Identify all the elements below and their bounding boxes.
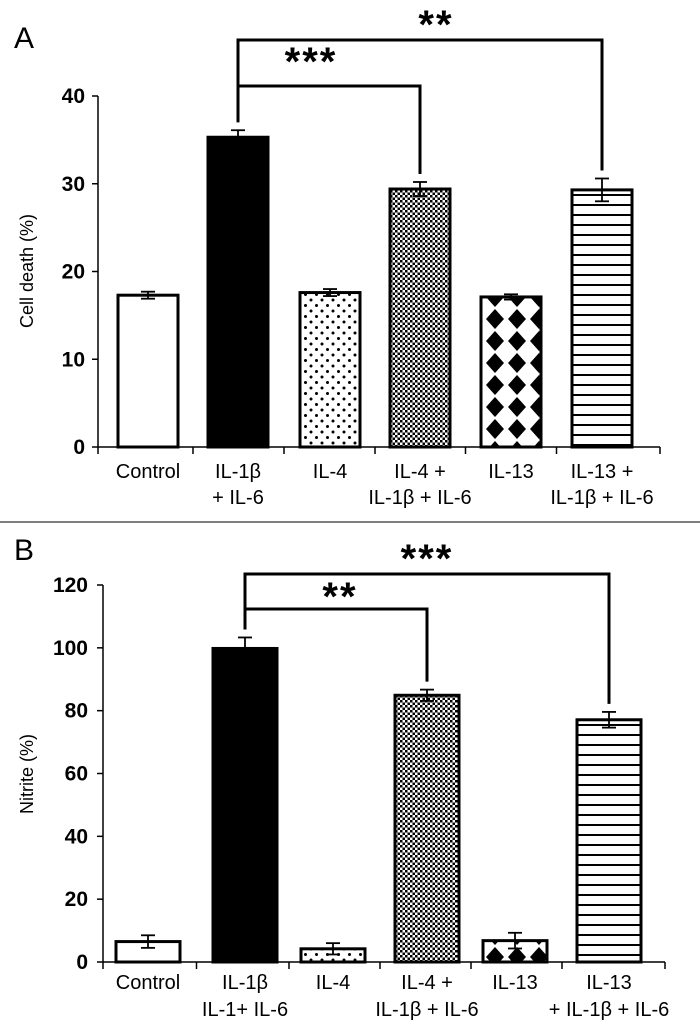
y-tick-label: 20 [62, 261, 85, 284]
significance-label: ** [322, 575, 357, 619]
x-category-label: + IL-6 [212, 487, 264, 509]
y-tick-label: 10 [62, 348, 85, 371]
panel-a: A Cell death (%) 0 10 20 30 40 Control IL-1β +… [14, 3, 661, 509]
y-tick-label: 40 [65, 825, 88, 848]
x-category-label: IL-4 [316, 972, 350, 994]
significance-label: *** [285, 40, 338, 84]
bar [211, 646, 279, 964]
significance-label: *** [401, 537, 454, 581]
panel-a-label: A [14, 22, 34, 55]
x-category-label: IL-4 + [394, 461, 446, 483]
bar [388, 187, 452, 449]
x-category-label: IL-1β [215, 461, 261, 483]
bar [575, 718, 643, 964]
y-tick-label: 80 [65, 700, 88, 723]
y-tick-label: 40 [62, 85, 85, 108]
bar [298, 291, 362, 449]
x-category-label: IL-1β + IL-6 [550, 487, 653, 509]
bar [116, 293, 180, 449]
x-category-label: IL-13 [492, 972, 538, 994]
y-tick-label: 0 [73, 436, 85, 459]
y-tick-label: 100 [53, 637, 88, 660]
x-category-label: IL-1β [222, 972, 268, 994]
significance-bracket [236, 38, 604, 171]
bar [570, 188, 634, 449]
x-category-label: IL-4 [313, 461, 347, 483]
y-tick-label: 20 [65, 888, 88, 911]
x-category-label: Control [116, 461, 180, 483]
bar [206, 135, 270, 449]
panel-a-y-axis-label: Cell death (%) [17, 214, 37, 328]
y-tick-label: 0 [76, 951, 88, 974]
x-category-label: IL-1+ IL-6 [202, 999, 288, 1021]
panel-b-y-axis-label: Nitrite (%) [17, 734, 37, 814]
panel-b-label: B [14, 534, 34, 567]
x-category-label: IL-13 [488, 461, 534, 483]
x-category-label: + IL-1β + IL-6 [549, 999, 669, 1021]
significance-bracket [243, 572, 611, 704]
y-tick-label: 60 [65, 763, 88, 786]
bar [393, 693, 461, 964]
x-category-label: IL-1β + IL-6 [375, 999, 478, 1021]
panel-b: B Nitrite (%) 0 20 40 60 80 100 120 Control IL-… [14, 534, 669, 1021]
x-category-label: IL-13 [586, 972, 632, 994]
x-category-label: Control [116, 972, 180, 994]
x-category-label: IL-13 + [571, 461, 634, 483]
significance-label: ** [418, 3, 453, 47]
x-category-label: IL-1β + IL-6 [368, 487, 471, 509]
y-tick-label: 120 [53, 574, 88, 597]
y-tick-label: 30 [62, 173, 85, 196]
x-category-label: IL-4 + [401, 972, 453, 994]
bar [479, 295, 543, 449]
